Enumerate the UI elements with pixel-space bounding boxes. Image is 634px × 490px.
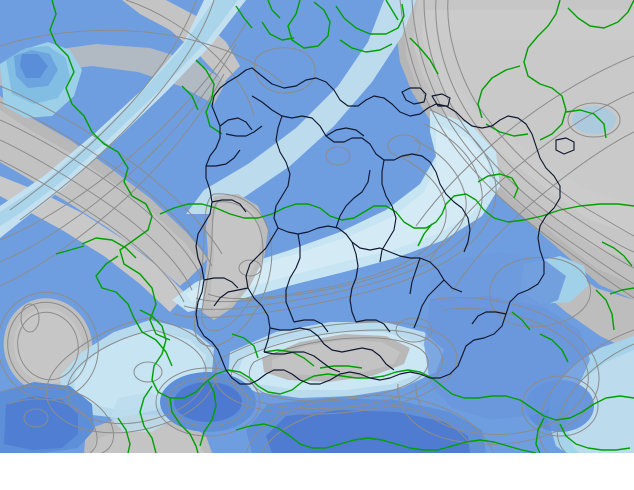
germany-borders (195, 67, 575, 385)
map-footer: RH 300 hPa [%] GFS 15 30 45 60 75 90 95 … (0, 453, 634, 490)
weather-map-panel[interactable] (0, 0, 634, 453)
relative-humidity-field-map[interactable] (0, 0, 634, 453)
moist-trough-northwest (0, 42, 82, 118)
dry-airmass-northeast (396, 0, 634, 300)
country-borders (49, 0, 634, 453)
moist-shade-southeast (424, 296, 590, 420)
moist-core-center-left (160, 372, 256, 432)
dry-core-southwest-germany (202, 194, 268, 320)
moist-plume-north (186, 0, 416, 214)
